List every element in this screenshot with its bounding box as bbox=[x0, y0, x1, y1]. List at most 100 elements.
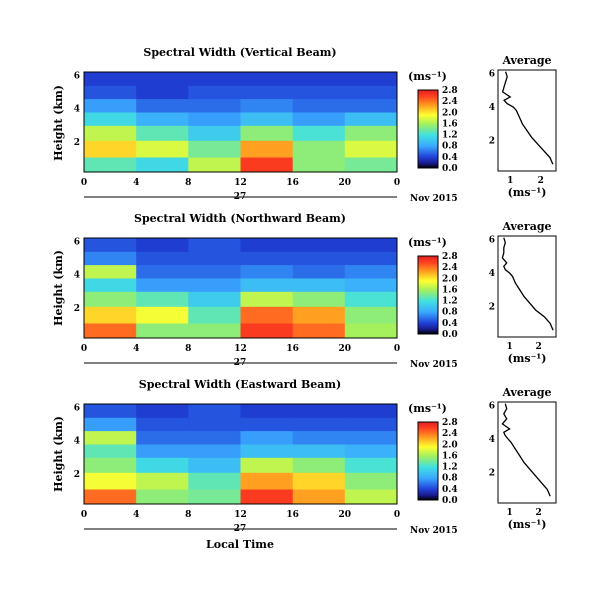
heatmap-cell bbox=[292, 489, 346, 505]
heatmap-cell bbox=[188, 251, 241, 266]
heatmap-cell bbox=[84, 444, 137, 458]
average-title: Average bbox=[501, 386, 551, 399]
heatmap-cell bbox=[188, 306, 241, 324]
colorbar-label: 0.8 bbox=[442, 142, 458, 152]
heatmap-cell bbox=[292, 85, 346, 100]
colorbar-label: 0.4 bbox=[442, 319, 458, 329]
heatmap-cell bbox=[344, 72, 398, 86]
heatmap-cell bbox=[136, 417, 189, 432]
colorbar bbox=[417, 421, 439, 501]
heatmap-cell bbox=[136, 72, 189, 86]
average-title: Average bbox=[501, 220, 551, 233]
heatmap-cell bbox=[240, 125, 294, 141]
heatmap-cell bbox=[240, 238, 294, 252]
heatmap-cell bbox=[188, 238, 241, 252]
colorbar-label: 2.0 bbox=[442, 108, 458, 118]
heatmap-cell bbox=[344, 238, 398, 252]
heatmap-cell bbox=[240, 278, 294, 292]
heatmap-cell bbox=[344, 306, 398, 324]
heatmap-cell bbox=[344, 291, 398, 307]
heatmap-cell bbox=[240, 251, 294, 266]
date-day: 27 bbox=[234, 192, 247, 202]
heatmap-cell bbox=[84, 489, 137, 505]
heatmap-cell bbox=[344, 472, 398, 490]
heatmap-cell bbox=[344, 278, 398, 292]
heatmap-cell bbox=[292, 251, 346, 266]
heatmap-cell bbox=[292, 72, 346, 86]
x-tick-label: 4 bbox=[133, 344, 139, 354]
heatmap-cell bbox=[188, 264, 241, 279]
colorbar-label: 1.6 bbox=[442, 285, 458, 295]
colorbar-label: 0.8 bbox=[442, 474, 458, 484]
colorbar-label: 2.0 bbox=[442, 274, 458, 284]
heatmap-cell bbox=[136, 404, 189, 418]
heatmap-cell bbox=[344, 417, 398, 432]
date-month: Nov 2015 bbox=[410, 194, 458, 204]
heatmap-cell bbox=[84, 291, 137, 307]
heatmap-cell bbox=[136, 306, 189, 324]
heatmap-cells bbox=[84, 404, 398, 505]
x-tick-labels: 0 4 8 12 16 20 0 bbox=[81, 510, 400, 520]
colorbar-label: 1.2 bbox=[442, 463, 458, 473]
heatmap-cell bbox=[84, 125, 137, 141]
colorbar-unit: (ms⁻¹) bbox=[408, 402, 447, 415]
heatmap-cell bbox=[344, 430, 398, 445]
x-tick-label: 1 bbox=[506, 342, 512, 352]
heatmap-cell bbox=[188, 430, 241, 445]
y-tick-labels: 2 4 6 bbox=[489, 235, 495, 312]
x-tick-label: 1 bbox=[506, 508, 512, 518]
y-tick-labels: 2 4 6 bbox=[74, 71, 80, 148]
colorbar-label: 2.8 bbox=[442, 252, 458, 262]
date-day: 27 bbox=[234, 524, 247, 534]
colorbar-label: 0.4 bbox=[442, 153, 458, 163]
heatmap-cell bbox=[344, 264, 398, 279]
heatmap-cell bbox=[84, 264, 137, 279]
y-tick-label: 6 bbox=[74, 403, 80, 413]
x-tick-label: 2 bbox=[535, 342, 541, 352]
heatmap-cells bbox=[84, 238, 398, 339]
heatmap-cells bbox=[84, 72, 398, 173]
heatmap-cell bbox=[240, 140, 294, 158]
heatmap-cell bbox=[84, 72, 137, 86]
heatmap-cell bbox=[136, 140, 189, 158]
heatmap-cell bbox=[188, 457, 241, 473]
y-tick-label: 2 bbox=[74, 304, 80, 314]
heatmap-cell bbox=[84, 140, 137, 158]
colorbar-label: 2.0 bbox=[442, 440, 458, 450]
heatmap-cell bbox=[188, 85, 241, 100]
heatmap-cell bbox=[136, 264, 189, 279]
colorbar-unit: (ms⁻¹) bbox=[408, 236, 447, 249]
y-tick-label: 4 bbox=[489, 269, 495, 279]
heatmap-cell bbox=[292, 238, 346, 252]
heatmap-cell bbox=[136, 472, 189, 490]
x-tick-labels: 1 2 bbox=[506, 508, 541, 518]
colorbar-label: 0.0 bbox=[442, 496, 458, 506]
heatmap-cell bbox=[292, 457, 346, 473]
x-tick-label: 12 bbox=[234, 178, 247, 188]
x-tick-label: 0 bbox=[81, 344, 87, 354]
colorbar bbox=[417, 255, 439, 335]
heatmap-cell bbox=[188, 417, 241, 432]
heatmap-cell bbox=[188, 98, 241, 113]
heatmap-cell bbox=[136, 125, 189, 141]
x-tick-labels: 0 4 8 12 16 20 0 bbox=[81, 344, 400, 354]
heatmap-cell bbox=[188, 323, 241, 339]
heatmap-cell bbox=[240, 323, 294, 339]
heatmap-cell bbox=[136, 444, 189, 458]
heatmap-cell bbox=[84, 430, 137, 445]
average-x-label: (ms⁻¹) bbox=[508, 518, 547, 531]
x-tick-label: 20 bbox=[339, 344, 352, 354]
heatmap-cell bbox=[344, 457, 398, 473]
y-tick-labels: 2 4 6 bbox=[74, 403, 80, 480]
heatmap-cell bbox=[292, 140, 346, 158]
average-profile-vertical: Average 2 4 6 1 2 (ms⁻¹) bbox=[489, 54, 557, 199]
y-tick-labels: 2 4 6 bbox=[489, 401, 495, 478]
northward-beam-panel: Spectral Width (Northward Beam) Height (… bbox=[52, 212, 458, 370]
heatmap-cell bbox=[240, 112, 294, 126]
x-tick-label: 0 bbox=[394, 178, 400, 188]
heatmap-cell bbox=[344, 251, 398, 266]
heatmap-cell bbox=[240, 264, 294, 279]
heatmap-cell bbox=[188, 444, 241, 458]
average-title: Average bbox=[501, 54, 551, 67]
heatmap-cell bbox=[188, 489, 241, 505]
